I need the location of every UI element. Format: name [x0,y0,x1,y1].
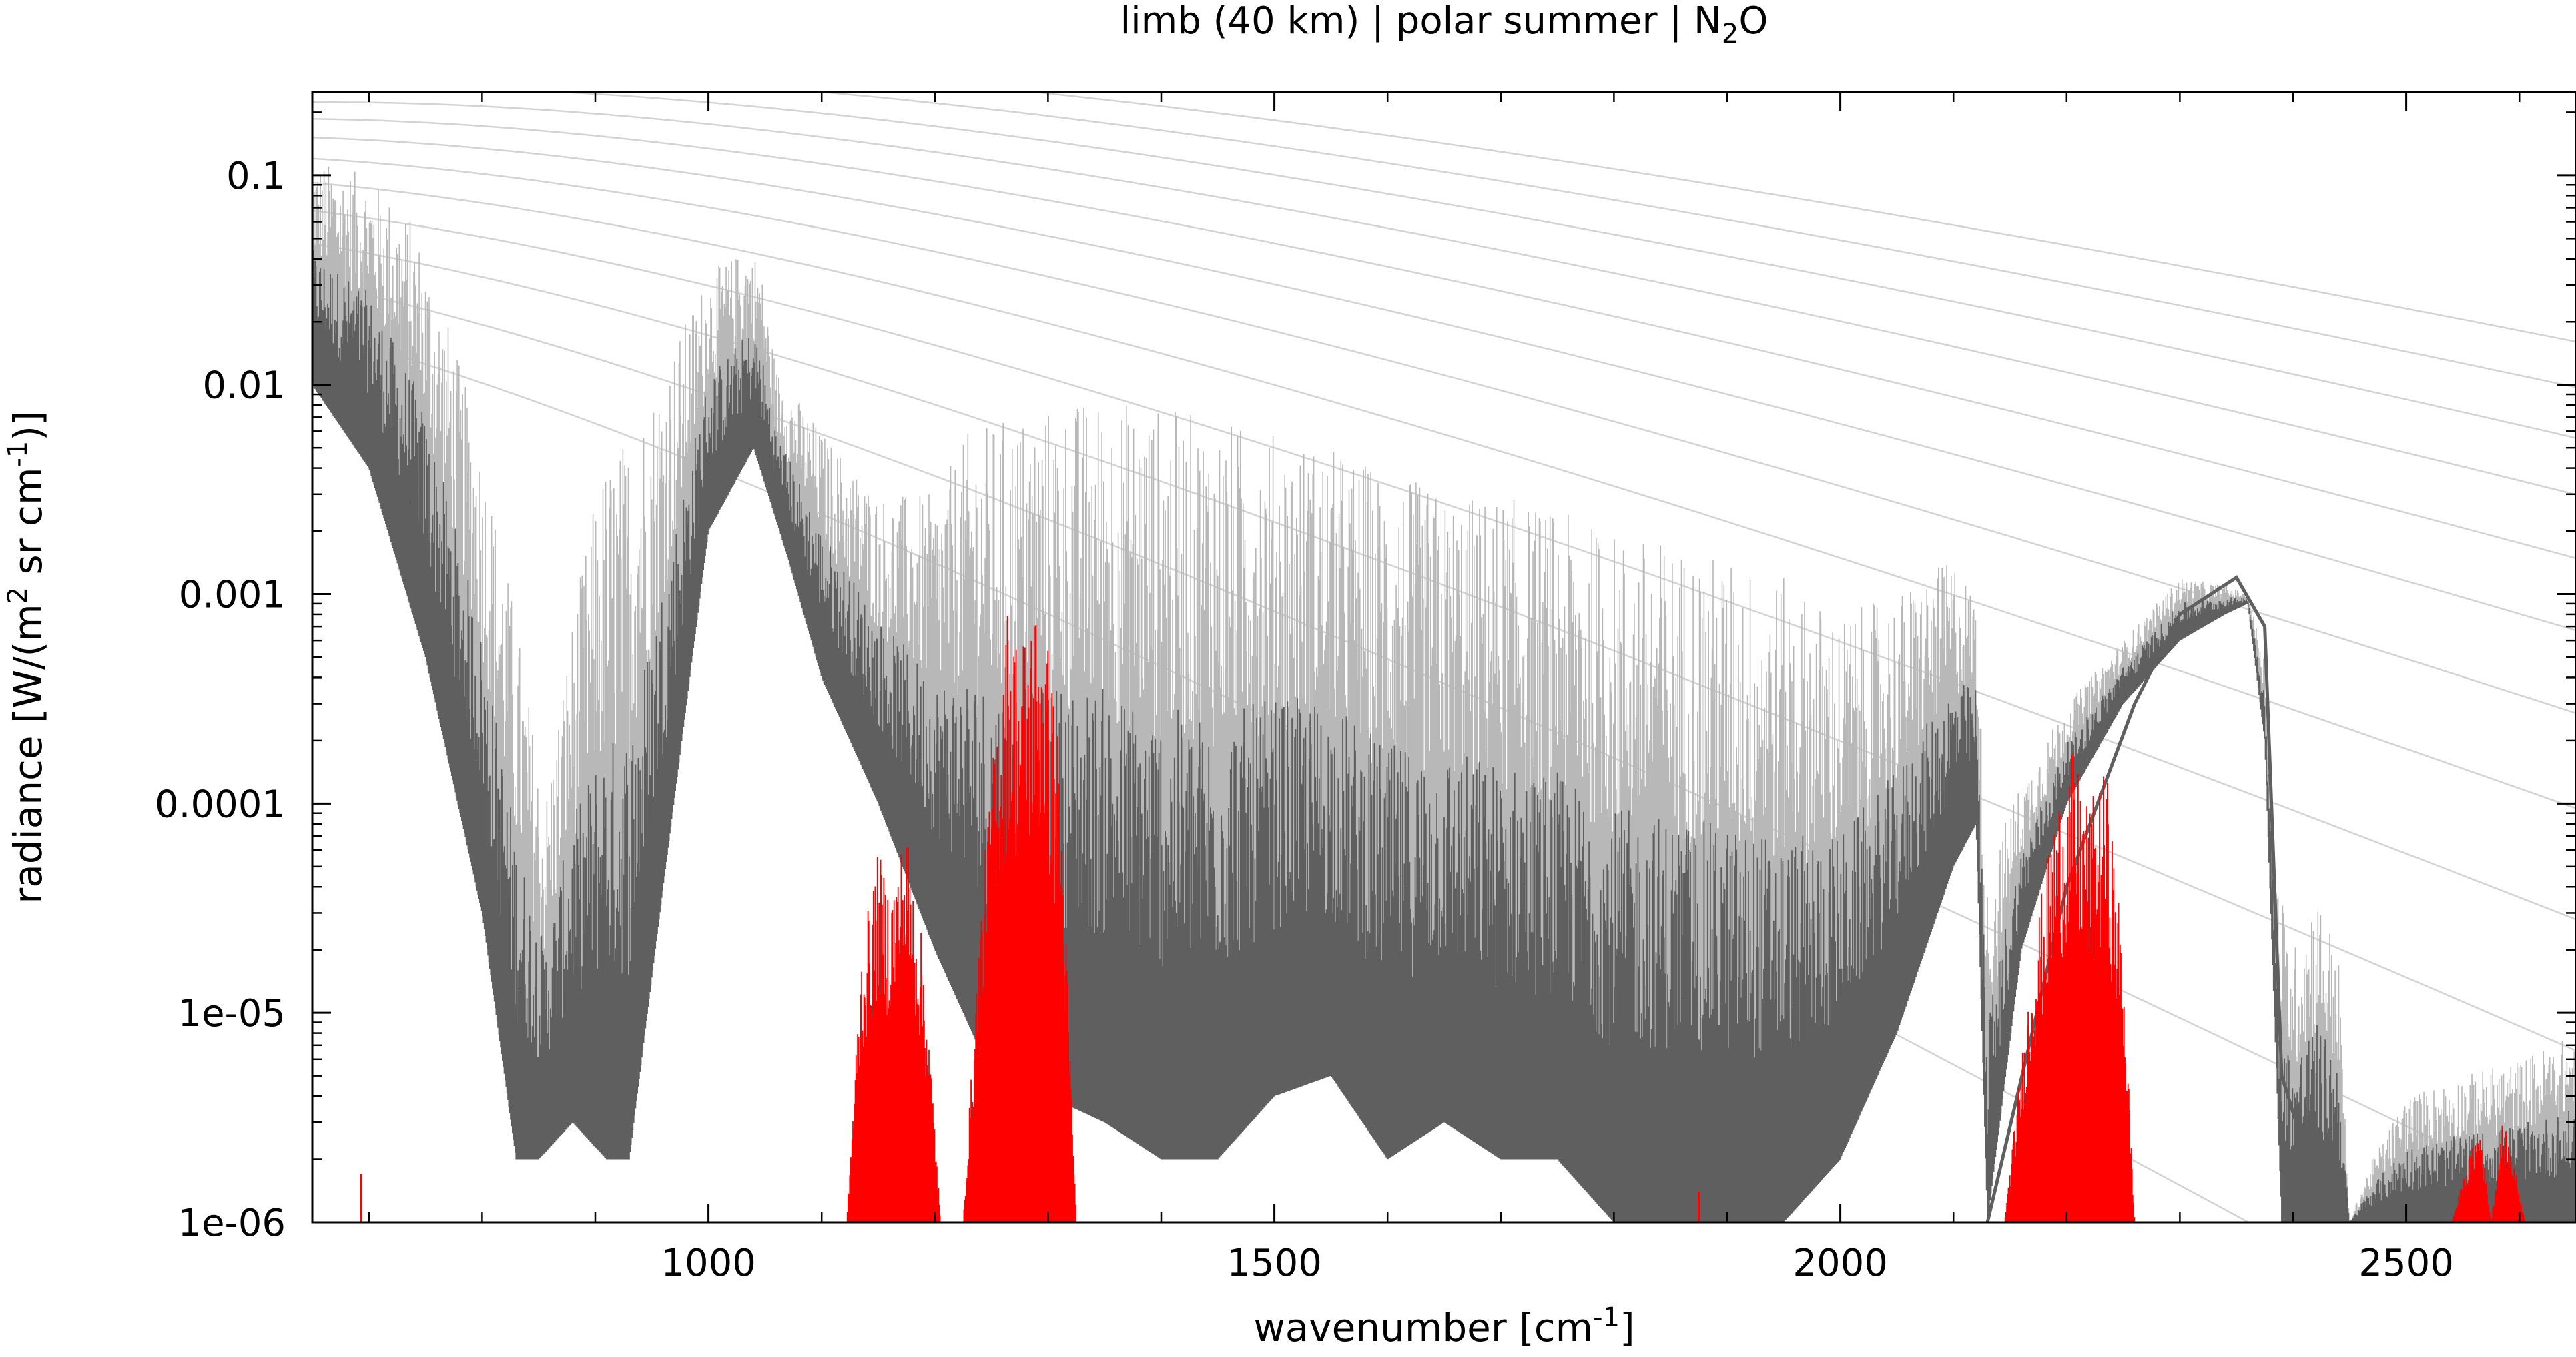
chart-title-text: limb (40 km) | polar summer | N [1120,0,1722,43]
y-tick-label: 1e-05 [178,992,286,1035]
y-tick-label: 0.0001 [155,783,286,826]
n2o-band-3 [2451,1125,2525,1222]
y-tick-label: 0.1 [226,155,286,198]
planck-curve-7 [312,118,2576,560]
x-tick-label: 1000 [661,1242,756,1285]
planck-curve-2 [312,242,2576,1052]
chart-title: limb (40 km) | polar summer | N2O [1120,0,1768,49]
plot-area [312,92,2576,1222]
x-tick-label: 1500 [1227,1242,1322,1285]
n2o-band-2 [2004,753,2136,1222]
chart-title-subscript: 2 [1722,19,1738,49]
chart-title-suffix: O [1738,0,1768,43]
planck-curve-11 [1026,92,2576,343]
y-axis-label-sup1: 2 [3,587,33,604]
planck-curve-9 [545,92,2576,439]
x-axis-label-superscript: -1 [1593,1302,1620,1333]
y-axis-label-part3: )] [5,410,51,440]
x-axis-label: wavenumber [cm-1] [1253,1302,1634,1350]
n2o-radiance-series [360,616,2525,1222]
x-axis-label-suffix: ] [1620,1305,1635,1350]
total-radiance-band-edge [1985,575,2576,1222]
y-axis-label-part1: radiance [W/(m [5,604,51,903]
y-axis-label-sup2: -1 [3,441,33,468]
planck-curve-10 [812,92,2576,388]
planck-curve-3 [312,209,2576,921]
x-tick-label: 2000 [1793,1242,1888,1285]
planck-curve-6 [312,136,2576,632]
n2o-band-0 [846,847,941,1222]
x-tick-label: 2500 [2358,1242,2454,1285]
y-axis-label-part2: sr cm [5,468,51,587]
y-tick-label: 0.01 [202,364,286,408]
n2o-band-1 [963,616,1076,1222]
total-radiance-series [312,166,2576,1222]
planck-curve-4 [312,181,2576,809]
y-axis-ticks: 0.1 0.01 0.001 0.0001 1e-05 1e-06 [155,111,2576,1245]
y-axis-label: radiance [W/(m2 sr cm-1)] [3,410,51,903]
y-tick-label: 1e-06 [178,1202,286,1245]
y-tick-label: 0.001 [179,574,286,617]
x-axis-ticks: 1000 1500 2000 2500 [368,92,2521,1285]
x-axis-label-text: wavenumber [cm [1253,1305,1593,1350]
planck-curve-8 [312,101,2576,496]
